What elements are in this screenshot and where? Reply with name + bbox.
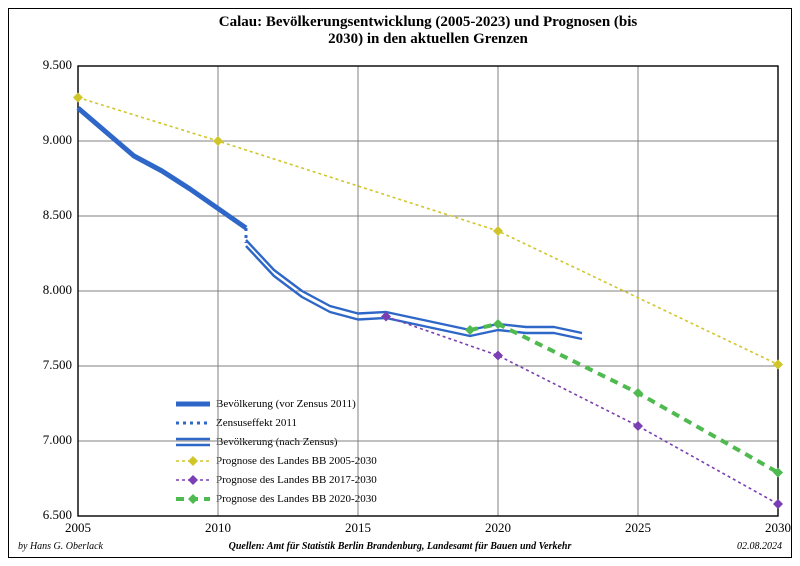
page: Calau: Bevölkerungsentwicklung (2005-202…	[0, 0, 800, 566]
